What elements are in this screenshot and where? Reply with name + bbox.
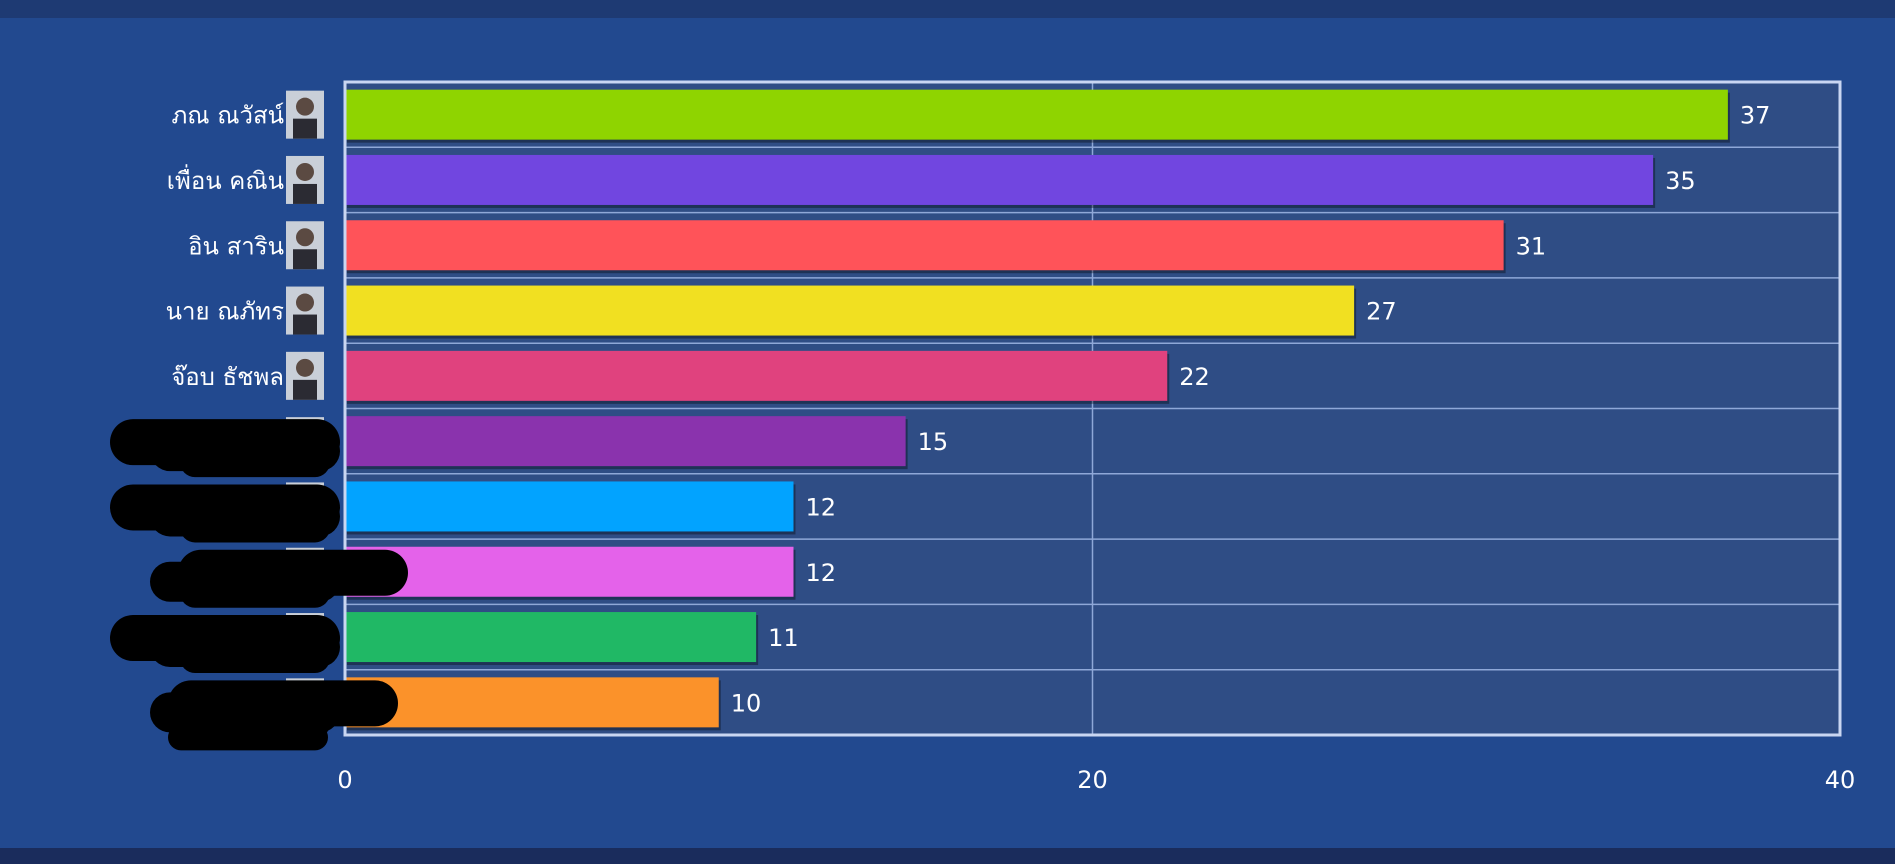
avatar-body (293, 249, 317, 270)
bar (345, 612, 757, 663)
x-tick-label: 20 (1077, 766, 1108, 794)
redaction-mark (110, 615, 340, 674)
avatar-head (296, 293, 314, 312)
bar-value-label: 22 (1179, 363, 1210, 391)
redaction-mark (150, 549, 408, 608)
avatar-body (293, 183, 317, 204)
category-label: นาย ณภัทร (166, 298, 284, 326)
bar (345, 350, 1168, 401)
redaction-blob (180, 447, 330, 478)
plot-border (343, 80, 1842, 737)
bar-value-label: 12 (806, 559, 837, 587)
redaction-mark (150, 680, 398, 751)
bar-value-label: 10 (731, 689, 762, 717)
redaction-blob (180, 577, 330, 608)
bar (345, 89, 1728, 140)
bar-value-label: 35 (1665, 167, 1696, 195)
bar-value-label: 37 (1740, 102, 1771, 130)
bar (345, 416, 906, 467)
redaction-blob (180, 643, 330, 674)
bar (345, 285, 1355, 336)
bar (345, 154, 1654, 205)
x-tick-label: 40 (1825, 766, 1856, 794)
category-label: อิน สาริน (188, 232, 284, 260)
avatar-head (296, 358, 314, 377)
avatar-body (293, 379, 317, 400)
redaction-blob (168, 724, 328, 751)
bar (345, 481, 794, 532)
redaction-mark (110, 484, 340, 543)
top-bar (0, 0, 1895, 18)
bar (345, 677, 719, 728)
bar (345, 546, 794, 597)
bar (345, 220, 1504, 271)
avatar-head (296, 162, 314, 181)
avatar-head (296, 97, 314, 116)
avatar-head (296, 228, 314, 247)
category-label: เพื่อน คณิน (167, 164, 284, 195)
category-label: ภณ ณวัสน์ (171, 102, 284, 130)
category-label: จ๊อบ ธัชพล (171, 363, 284, 391)
redaction-mark (110, 419, 340, 478)
avatar-body (293, 118, 317, 139)
redaction-blob (180, 512, 330, 543)
bottom-bar (0, 848, 1895, 864)
x-tick-label: 0 (337, 766, 352, 794)
bar-value-label: 15 (918, 428, 949, 456)
bar-value-label: 12 (806, 493, 837, 521)
bar-value-label: 31 (1516, 232, 1547, 260)
bar-value-label: 11 (768, 624, 799, 652)
bar-value-label: 27 (1366, 298, 1397, 326)
avatar-body (293, 314, 317, 335)
